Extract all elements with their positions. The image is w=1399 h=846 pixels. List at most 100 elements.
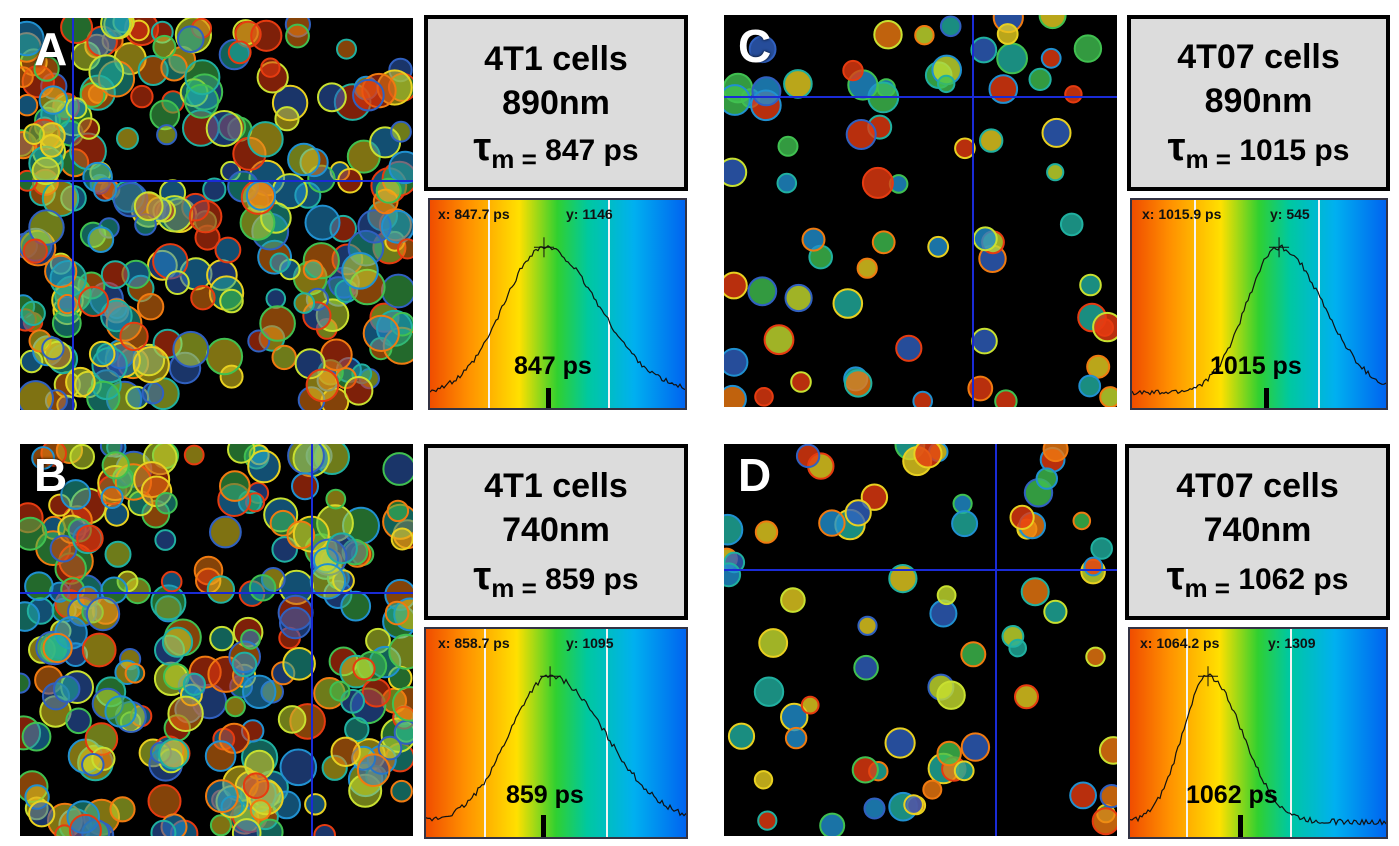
cell-blob bbox=[313, 824, 336, 836]
micrograph-d: D bbox=[724, 444, 1117, 836]
cell-blob bbox=[937, 74, 956, 94]
cell-blob bbox=[20, 20, 45, 57]
cell-blob bbox=[832, 288, 864, 319]
cell-blob bbox=[1038, 15, 1067, 30]
cell-blob bbox=[1046, 163, 1065, 182]
histogram-line bbox=[430, 245, 685, 393]
cell-blob bbox=[780, 587, 806, 613]
panel-label-a: A bbox=[34, 23, 68, 75]
peak-marker-d bbox=[1238, 815, 1243, 837]
cell-blob bbox=[776, 172, 798, 194]
cursor-y-readout-b: y: 1095 bbox=[566, 635, 614, 651]
cell-blob bbox=[172, 330, 210, 368]
cell-blob bbox=[227, 444, 256, 464]
cell-blob bbox=[936, 680, 966, 710]
cell-blob bbox=[152, 34, 177, 59]
cell-blob bbox=[184, 59, 221, 96]
cell-blob bbox=[939, 15, 962, 38]
cell-blob bbox=[219, 288, 244, 314]
cell-blob bbox=[330, 736, 361, 767]
cell-blob bbox=[952, 493, 973, 514]
cell-blob bbox=[202, 177, 227, 202]
cell-blob bbox=[23, 123, 45, 145]
cell-blob bbox=[375, 177, 402, 204]
cell-blob bbox=[326, 532, 358, 565]
cell-blob bbox=[951, 510, 979, 538]
cell-blob bbox=[305, 368, 340, 403]
panel-label-b: B bbox=[34, 449, 68, 501]
tau-row-a: τm = 847 ps bbox=[473, 125, 639, 174]
cell-blob bbox=[844, 369, 873, 398]
cell-blob bbox=[101, 451, 130, 480]
cell-blob bbox=[340, 590, 372, 622]
cell-blob bbox=[87, 226, 115, 254]
cell-blob bbox=[994, 389, 1018, 407]
cell-blob bbox=[1086, 354, 1111, 379]
cell-blob bbox=[851, 756, 879, 784]
cell-blob bbox=[972, 226, 998, 252]
cell-blob bbox=[863, 797, 886, 820]
cell-blob bbox=[336, 38, 357, 60]
cell-blob bbox=[754, 387, 774, 407]
cell-blob bbox=[895, 334, 923, 362]
cell-blob bbox=[277, 705, 307, 734]
cell-blob bbox=[845, 119, 877, 150]
cell-blob bbox=[967, 375, 994, 402]
cell-blob bbox=[356, 753, 391, 788]
cell-blob bbox=[1099, 784, 1117, 809]
cell-blob bbox=[970, 36, 998, 64]
cell-blob bbox=[124, 663, 146, 684]
cell-line-c: 4T07 cells bbox=[1177, 38, 1340, 76]
cell-blob bbox=[291, 472, 319, 501]
cell-blob bbox=[384, 600, 410, 626]
cell-blob bbox=[155, 492, 178, 515]
cell-blob bbox=[231, 818, 262, 836]
cell-blob bbox=[724, 562, 742, 588]
cell-blob bbox=[1069, 781, 1098, 810]
cell-blob bbox=[329, 680, 351, 702]
cell-blob bbox=[132, 346, 170, 384]
histogram-curve-a bbox=[430, 237, 685, 393]
wavelength-b: 740nm bbox=[502, 511, 610, 549]
cell-blob bbox=[154, 529, 177, 551]
cell-blob bbox=[936, 740, 962, 767]
histogram-line bbox=[1130, 673, 1386, 826]
cell-blob bbox=[100, 299, 133, 333]
cell-blob bbox=[60, 18, 94, 44]
peak-label-d: 1062 ps bbox=[1186, 781, 1278, 809]
cell-blob bbox=[88, 54, 125, 90]
cell-blob bbox=[724, 513, 744, 546]
cell-line-b: 4T1 cells bbox=[484, 467, 628, 505]
cell-blob bbox=[104, 540, 132, 568]
cell-blob bbox=[214, 236, 242, 264]
cell-blob bbox=[22, 238, 48, 264]
info-box-b: 4T1 cells 740nm τm = 859 ps bbox=[424, 444, 688, 620]
wavelength-d: 740nm bbox=[1203, 511, 1312, 549]
cell-blob bbox=[160, 53, 188, 82]
crosshair-horizontal-a bbox=[20, 180, 413, 182]
cell-blob bbox=[1041, 117, 1072, 148]
cell-blob bbox=[784, 726, 808, 750]
cell-blob bbox=[68, 813, 102, 836]
cell-blob bbox=[119, 321, 149, 352]
cell-blob bbox=[150, 819, 177, 836]
cell-blob bbox=[1078, 374, 1102, 398]
histogram-c: x: 1015.9 ps y: 545 1015 ps bbox=[1130, 198, 1388, 410]
histogram-b: x: 858.7 ps y: 1095 859 ps bbox=[424, 627, 688, 839]
cursor-x-readout-b: x: 858.7 ps bbox=[438, 635, 510, 651]
cell-blob bbox=[39, 133, 64, 158]
cell-blob bbox=[352, 78, 385, 112]
cell-blob bbox=[176, 25, 205, 54]
cell-blob bbox=[20, 601, 41, 632]
cell-blob bbox=[795, 444, 821, 469]
cursor-y-readout-d: y: 1309 bbox=[1268, 635, 1316, 651]
cell-blob bbox=[304, 204, 341, 241]
cell-blob bbox=[388, 150, 413, 185]
cell-blob bbox=[325, 488, 347, 510]
cell-blob bbox=[28, 800, 56, 828]
cell-blob bbox=[912, 390, 933, 407]
cell-line-a: 4T1 cells bbox=[484, 40, 628, 78]
tau-row-d: τm = 1062 ps bbox=[1166, 554, 1349, 603]
cell-blob bbox=[86, 380, 121, 410]
cell-blob bbox=[853, 654, 879, 681]
